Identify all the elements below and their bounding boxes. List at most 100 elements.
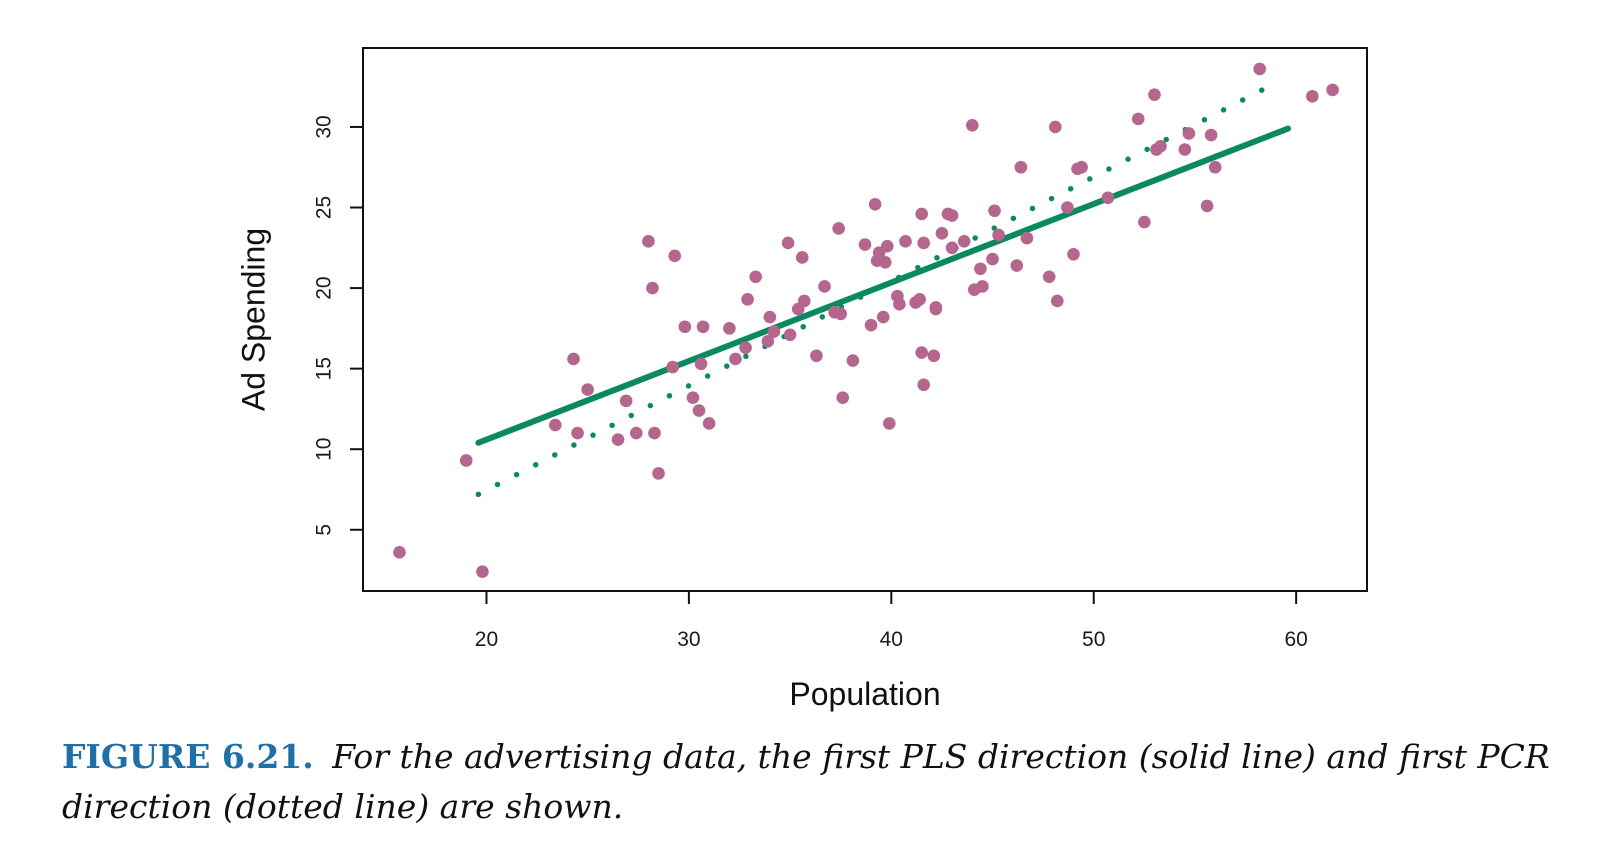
- data-point: [1048, 120, 1062, 134]
- data-point: [761, 334, 775, 348]
- data-point: [629, 426, 643, 440]
- x-tick-label: 50: [1082, 628, 1105, 651]
- data-point: [1042, 270, 1056, 284]
- data-point: [1204, 128, 1218, 142]
- data-point: [976, 280, 989, 293]
- data-point: [878, 255, 892, 269]
- data-point: [974, 262, 987, 276]
- data-point: [832, 222, 845, 235]
- data-point: [781, 236, 795, 250]
- data-point: [1067, 247, 1080, 261]
- fit-lines: [475, 79, 1292, 498]
- data-point: [893, 297, 906, 311]
- data-point: [678, 320, 692, 334]
- data-point: [476, 565, 489, 578]
- data-point: [1014, 160, 1028, 174]
- data-point: [899, 235, 912, 248]
- data-point: [767, 325, 781, 338]
- data-point: [567, 352, 580, 366]
- data-point: [965, 119, 979, 132]
- data-point: [917, 236, 931, 250]
- data-point: [686, 391, 700, 404]
- y-tick-label: 10: [313, 438, 336, 461]
- data-point: [876, 310, 890, 324]
- data-points: [393, 62, 1339, 578]
- data-point: [836, 391, 850, 404]
- data-point: [810, 349, 823, 363]
- pcr-direction-line: [475, 79, 1281, 498]
- data-point: [571, 426, 584, 440]
- y-tick-label: 30: [313, 115, 336, 138]
- data-point: [818, 280, 831, 293]
- data-point: [1131, 112, 1145, 126]
- data-point: [1075, 160, 1088, 174]
- data-point: [1326, 83, 1339, 97]
- data-point: [642, 235, 655, 248]
- scatter-chart: 20 30 40 50 60 5 10 15 20 25 30 Population Ad Spe…: [235, 47, 1368, 712]
- data-point: [459, 454, 473, 467]
- data-point: [868, 197, 882, 211]
- y-tick-label: 15: [313, 357, 336, 380]
- data-point: [927, 349, 941, 363]
- data-point: [648, 426, 661, 440]
- data-point: [880, 239, 894, 253]
- data-point: [1208, 160, 1222, 174]
- data-point: [749, 270, 762, 284]
- data-point: [741, 293, 754, 306]
- data-point: [393, 546, 406, 559]
- data-point: [945, 209, 959, 222]
- y-axis: 5 10 15 20 25 30: [313, 115, 364, 536]
- pls-direction-line: [475, 125, 1292, 446]
- data-point: [739, 341, 752, 354]
- data-point: [1050, 294, 1064, 308]
- data-point: [795, 251, 809, 264]
- x-tick-label: 30: [677, 628, 700, 651]
- data-point: [1154, 139, 1167, 153]
- data-point: [723, 322, 736, 335]
- data-point: [1148, 88, 1161, 102]
- data-point: [763, 310, 777, 324]
- data-point: [797, 294, 811, 308]
- data-point: [696, 320, 710, 334]
- data-point: [619, 394, 633, 408]
- data-point: [668, 249, 682, 263]
- data-point: [1253, 62, 1267, 76]
- data-point: [1182, 127, 1196, 140]
- y-tick-label: 25: [313, 196, 336, 219]
- data-point: [694, 357, 708, 371]
- data-point: [957, 235, 971, 248]
- data-point: [834, 307, 848, 321]
- data-point: [917, 378, 931, 392]
- y-tick-label: 5: [313, 524, 336, 536]
- data-point: [548, 418, 562, 432]
- data-point: [1061, 201, 1074, 214]
- data-point: [915, 346, 928, 359]
- data-point: [846, 354, 860, 367]
- data-point: [1178, 143, 1192, 156]
- data-point: [882, 417, 896, 430]
- data-point: [992, 228, 1005, 242]
- y-axis-title: Ad Spending: [235, 228, 271, 411]
- x-tick-label: 60: [1284, 628, 1307, 651]
- y-tick-label: 20: [313, 276, 336, 299]
- x-axis: 20 30 40 50 60: [475, 590, 1308, 651]
- data-point: [988, 204, 1001, 218]
- data-point: [611, 433, 625, 446]
- data-point: [864, 318, 878, 332]
- data-point: [729, 352, 742, 366]
- data-point: [652, 467, 665, 480]
- data-point: [1020, 231, 1034, 245]
- data-point: [646, 281, 659, 295]
- figure-label: FIGURE 6.21.: [62, 737, 314, 776]
- data-point: [1200, 199, 1214, 213]
- x-tick-label: 20: [475, 628, 498, 651]
- x-axis-title: Population: [789, 676, 940, 712]
- data-point: [986, 252, 999, 266]
- data-point: [935, 226, 949, 240]
- data-point: [913, 293, 926, 306]
- data-point: [702, 417, 716, 430]
- figure-caption-text: For the advertising data, the first PLS …: [62, 737, 1550, 826]
- data-point: [858, 238, 872, 251]
- data-point: [1010, 259, 1024, 272]
- data-point: [581, 383, 594, 396]
